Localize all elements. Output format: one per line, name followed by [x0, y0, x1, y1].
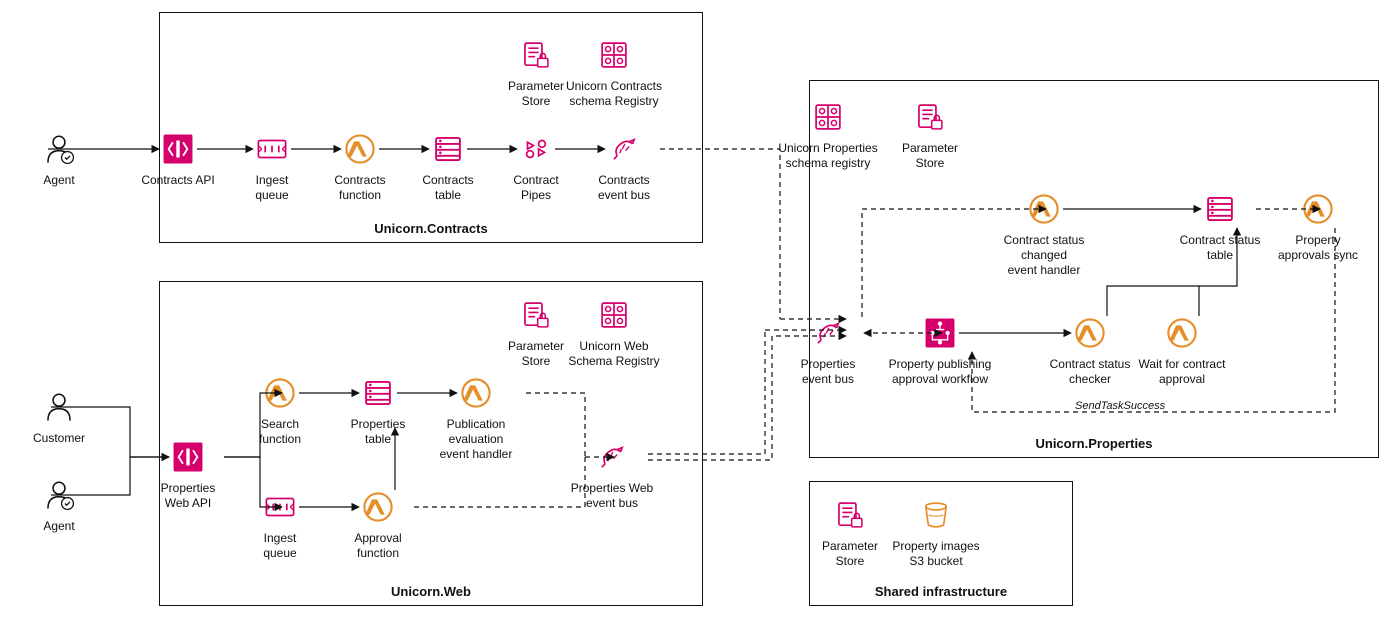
node-statusTbl: Contract statustable: [1175, 192, 1265, 263]
node-label-propsBus: Propertiesevent bus: [783, 357, 873, 387]
actor-label-customer: Customer: [29, 431, 89, 446]
node-contractPipes: ContractPipes: [491, 132, 581, 203]
node-label-statusHandler: Contract status changedevent handler: [984, 233, 1104, 278]
node-label-ingest2: Ingestqueue: [235, 531, 325, 561]
node-label-contractsApi: Contracts API: [133, 173, 223, 188]
user-check-icon: [42, 501, 76, 515]
stepfn-icon: [923, 339, 957, 353]
node-ingest1: Ingestqueue: [227, 132, 317, 203]
sqs-icon: [255, 155, 289, 169]
node-contractsTbl: Contractstable: [403, 132, 493, 203]
node-label-propsWebBus: Properties Webevent bus: [567, 481, 657, 511]
node-label-pubEval: Publicationevaluationevent handler: [416, 417, 536, 462]
eventbus-icon: [595, 463, 629, 477]
node-label-schemaReg3: Unicorn Propertiesschema registry: [768, 141, 888, 171]
node-s3bucket: Property imagesS3 bucket: [876, 498, 996, 569]
node-contractsApi: Contracts API: [133, 132, 223, 188]
api-gateway-icon: [171, 463, 205, 477]
node-schemaReg1: Unicorn Contractsschema Registry: [554, 38, 674, 109]
node-pubEval: Publicationevaluationevent handler: [416, 376, 536, 462]
node-label-contractsFn: Contractsfunction: [315, 173, 405, 203]
eventbus-icon: [811, 339, 845, 353]
group-title-shared: Shared infrastructure: [810, 584, 1072, 599]
node-label-s3bucket: Property imagesS3 bucket: [876, 539, 996, 569]
eventbus-icon: [607, 155, 641, 169]
user-icon: [42, 413, 76, 427]
node-paramStore3: ParameterStore: [885, 100, 975, 171]
group-title-web: Unicorn.Web: [160, 584, 702, 599]
node-schemaReg3: Unicorn Propertiesschema registry: [768, 100, 888, 171]
node-waitApproval: Wait for contractapproval: [1122, 316, 1242, 387]
param-icon: [833, 521, 867, 535]
param-icon: [519, 321, 553, 335]
user-check-icon: [42, 155, 76, 169]
dynamo-icon: [431, 155, 465, 169]
node-label-waitApproval: Wait for contractapproval: [1122, 357, 1242, 387]
node-label-propsTbl: Propertiestable: [333, 417, 423, 447]
actor-agent1: Agent: [29, 132, 89, 188]
group-title-properties: Unicorn.Properties: [810, 436, 1378, 451]
node-statusHandler: Contract status changedevent handler: [984, 192, 1104, 278]
lambda-icon: [361, 513, 395, 527]
node-label-approvalSync: Propertyapprovals sync: [1273, 233, 1363, 263]
actor-agent2: Agent: [29, 478, 89, 534]
node-label-statusTbl: Contract statustable: [1175, 233, 1265, 263]
param-icon: [913, 123, 947, 137]
lambda-icon: [343, 155, 377, 169]
actor-label-agent2: Agent: [29, 519, 89, 534]
node-ingest2: Ingestqueue: [235, 490, 325, 561]
node-propsTbl: Propertiestable: [333, 376, 423, 447]
node-label-propsApi: PropertiesWeb API: [143, 481, 233, 511]
actor-label-agent1: Agent: [29, 173, 89, 188]
schema-icon: [811, 123, 845, 137]
param-icon: [519, 61, 553, 75]
node-label-contractsTbl: Contractstable: [403, 173, 493, 203]
node-label-contractPipes: ContractPipes: [491, 173, 581, 203]
lambda-icon: [1165, 339, 1199, 353]
bucket-icon: [919, 521, 953, 535]
dynamo-icon: [1203, 215, 1237, 229]
node-workflow: Property publishingapproval workflow: [880, 316, 1000, 387]
pipes-icon: [519, 155, 553, 169]
node-approvalSync: Propertyapprovals sync: [1273, 192, 1363, 263]
node-contractsFn: Contractsfunction: [315, 132, 405, 203]
group-title-contracts: Unicorn.Contracts: [160, 221, 702, 236]
node-label-schemaReg2: Unicorn WebSchema Registry: [554, 339, 674, 369]
sqs-icon: [263, 513, 297, 527]
node-label-contractsBus: Contractsevent bus: [579, 173, 669, 203]
node-label-workflow: Property publishingapproval workflow: [880, 357, 1000, 387]
node-label-searchFn: Searchfunction: [235, 417, 325, 447]
lambda-icon: [1301, 215, 1335, 229]
schema-icon: [597, 321, 631, 335]
lambda-icon: [263, 399, 297, 413]
node-propsWebBus: Properties Webevent bus: [567, 440, 657, 511]
annotation-sendTask: SendTaskSuccess: [1075, 400, 1165, 412]
node-contractsBus: Contractsevent bus: [579, 132, 669, 203]
api-gateway-icon: [161, 155, 195, 169]
node-label-paramStore3: ParameterStore: [885, 141, 975, 171]
node-approvalFn: Approvalfunction: [333, 490, 423, 561]
actor-customer: Customer: [29, 390, 89, 446]
node-label-ingest1: Ingestqueue: [227, 173, 317, 203]
node-schemaReg2: Unicorn WebSchema Registry: [554, 298, 674, 369]
lambda-icon: [459, 399, 493, 413]
schema-icon: [597, 61, 631, 75]
lambda-icon: [1027, 215, 1061, 229]
dynamo-icon: [361, 399, 395, 413]
node-label-schemaReg1: Unicorn Contractsschema Registry: [554, 79, 674, 109]
node-propsBus: Propertiesevent bus: [783, 316, 873, 387]
node-propsApi: PropertiesWeb API: [143, 440, 233, 511]
lambda-icon: [1073, 339, 1107, 353]
node-searchFn: Searchfunction: [235, 376, 325, 447]
node-label-approvalFn: Approvalfunction: [333, 531, 423, 561]
